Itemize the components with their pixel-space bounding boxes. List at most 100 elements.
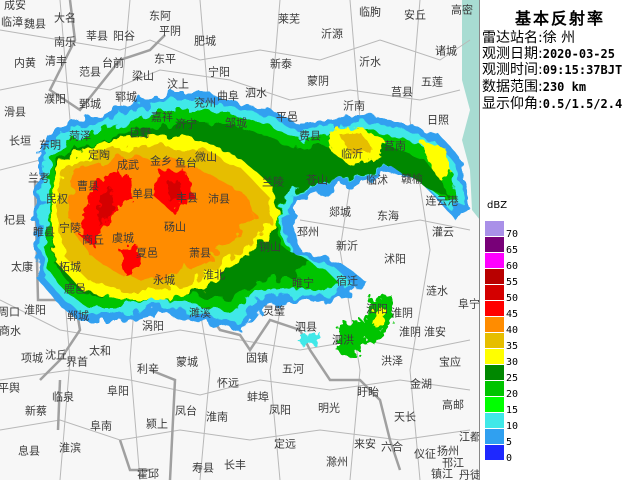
place-label: 霍邱 <box>137 467 159 480</box>
legend-swatch <box>485 269 504 284</box>
legend-swatch <box>485 445 504 460</box>
place-label: 睢县 <box>33 225 55 239</box>
place-label: 鹿邑 <box>64 282 86 296</box>
product-title: 基本反射率 <box>514 9 605 28</box>
place-label: 梁山 <box>132 69 154 83</box>
place-label: 睢宁 <box>292 276 314 290</box>
place-label: 曲阜 <box>217 89 239 103</box>
place-label: 莘县 <box>86 29 108 43</box>
place-label: 金湖 <box>410 377 432 391</box>
legend-swatch <box>485 397 504 412</box>
place-label: 蒙城 <box>176 355 198 369</box>
place-label: 邹城 <box>225 116 247 130</box>
place-label: 五莲 <box>421 75 443 89</box>
time-row: 观测时间:09:15:37BJT <box>482 62 622 78</box>
place-label: 沛县 <box>208 192 230 206</box>
legend-swatch <box>485 333 504 348</box>
place-label: 金乡 <box>150 154 172 168</box>
place-label: 阜阳 <box>107 384 129 398</box>
legend-value: 50 <box>506 293 519 304</box>
legend-value: 70 <box>506 229 519 240</box>
place-label: 郸城 <box>67 309 89 323</box>
place-label: 泗阳 <box>366 302 388 316</box>
admin-boundaries <box>0 0 471 480</box>
echo-45dbz <box>110 176 132 206</box>
place-label: 汶上 <box>167 77 189 91</box>
place-label: 定远 <box>274 437 296 451</box>
elevation-row: 显示仰角:0.5/1.5/2.4 <box>482 96 622 112</box>
place-label: 灵璧 <box>263 304 285 318</box>
place-label: 界首 <box>66 355 88 369</box>
place-label: 洪泽 <box>381 354 403 368</box>
place-label: 铜山 <box>259 240 281 254</box>
legend-unit: dBZ <box>487 200 508 211</box>
place-label: 蚌埠 <box>247 390 269 404</box>
place-label: 柘城 <box>59 260 81 274</box>
legend-swatch <box>485 221 504 236</box>
place-label: 长垣 <box>9 134 31 148</box>
place-label: 济宁 <box>175 117 197 131</box>
legend-value: 55 <box>506 277 519 288</box>
place-label: 蒙阴 <box>307 74 329 88</box>
place-label: 郯城 <box>329 205 351 219</box>
place-label: 涡阳 <box>142 319 164 333</box>
place-label: 宁陵 <box>59 221 81 235</box>
place-label: 台前 <box>102 56 124 70</box>
place-label: 盱眙 <box>357 385 379 399</box>
legend-value: 40 <box>506 325 519 336</box>
place-label: 寿县 <box>192 461 214 475</box>
place-label: 滁州 <box>326 455 348 469</box>
range-row: 数据范围:230 km <box>482 79 586 95</box>
place-label: 永城 <box>153 273 175 287</box>
place-label: 莒南 <box>384 139 406 153</box>
place-label: 郓城 <box>115 90 137 104</box>
place-label: 萧县 <box>189 246 211 260</box>
place-label: 涟水 <box>426 284 448 298</box>
place-label: 赣榆 <box>401 172 423 186</box>
place-label: 天长 <box>394 410 416 424</box>
place-label: 民权 <box>46 192 68 206</box>
legend-swatch <box>485 317 504 332</box>
place-label: 濉溪 <box>189 306 211 320</box>
place-label: 邳州 <box>297 225 319 239</box>
place-label: 微山 <box>195 150 217 164</box>
echo-35dbz-linyi <box>340 134 372 156</box>
echo-30dbz-coast <box>420 140 452 180</box>
radar-map-canvas <box>0 0 479 480</box>
place-label: 嘉祥 <box>151 110 173 124</box>
place-label: 阜南 <box>90 419 112 433</box>
place-label: 灌云 <box>432 225 454 239</box>
place-label: 砀山 <box>164 220 186 234</box>
place-label: 淮阴 <box>391 306 413 320</box>
place-label: 肥城 <box>194 34 216 48</box>
time-value: 09:15:37BJT <box>542 63 623 77</box>
date-row: 观测日期:2020-03-25 <box>482 46 615 62</box>
place-label: 莱芜 <box>278 12 300 26</box>
legend-value: 35 <box>506 341 519 352</box>
legend-value: 5 <box>506 437 513 448</box>
place-label: 夏邑 <box>136 246 158 260</box>
range-value: 230 km <box>542 80 587 94</box>
place-label: 诸城 <box>435 44 457 58</box>
place-label: 临沂 <box>341 147 363 161</box>
place-label: 东平 <box>154 52 176 66</box>
echo-50dbz <box>98 188 114 226</box>
place-label: 兰考 <box>28 171 50 185</box>
place-label: 临漳 <box>1 15 23 29</box>
radar-map[interactable]: 成安 临漳 魏县 大名 南乐 莘县 阳谷 东阿 平阴 肥城 内黄 清丰 范县 台前 梁山 东平 宁阳 滑县 濮阳 鄄城… <box>0 0 480 480</box>
place-label: 虞城 <box>112 231 134 245</box>
place-label: 明光 <box>318 401 340 415</box>
place-label: 淮北 <box>203 268 225 282</box>
date-label: 观测日期: <box>482 46 543 62</box>
place-label: 邗江 <box>442 456 464 470</box>
station-row: 雷达站名:徐 州 <box>482 30 575 46</box>
place-label: 镇江 <box>431 467 453 480</box>
place-label: 平邑 <box>276 110 298 124</box>
info-panel: 基本反射率 雷达站名:徐 州 观测日期:2020-03-25 观测时间:09:1… <box>480 0 640 480</box>
legend-swatch <box>485 365 504 380</box>
place-label: 苍山 <box>306 173 328 187</box>
legend-swatch <box>485 429 504 444</box>
place-label: 沈丘 <box>45 348 67 362</box>
place-label: 滑县 <box>4 105 26 119</box>
place-label: 平阴 <box>159 24 181 38</box>
